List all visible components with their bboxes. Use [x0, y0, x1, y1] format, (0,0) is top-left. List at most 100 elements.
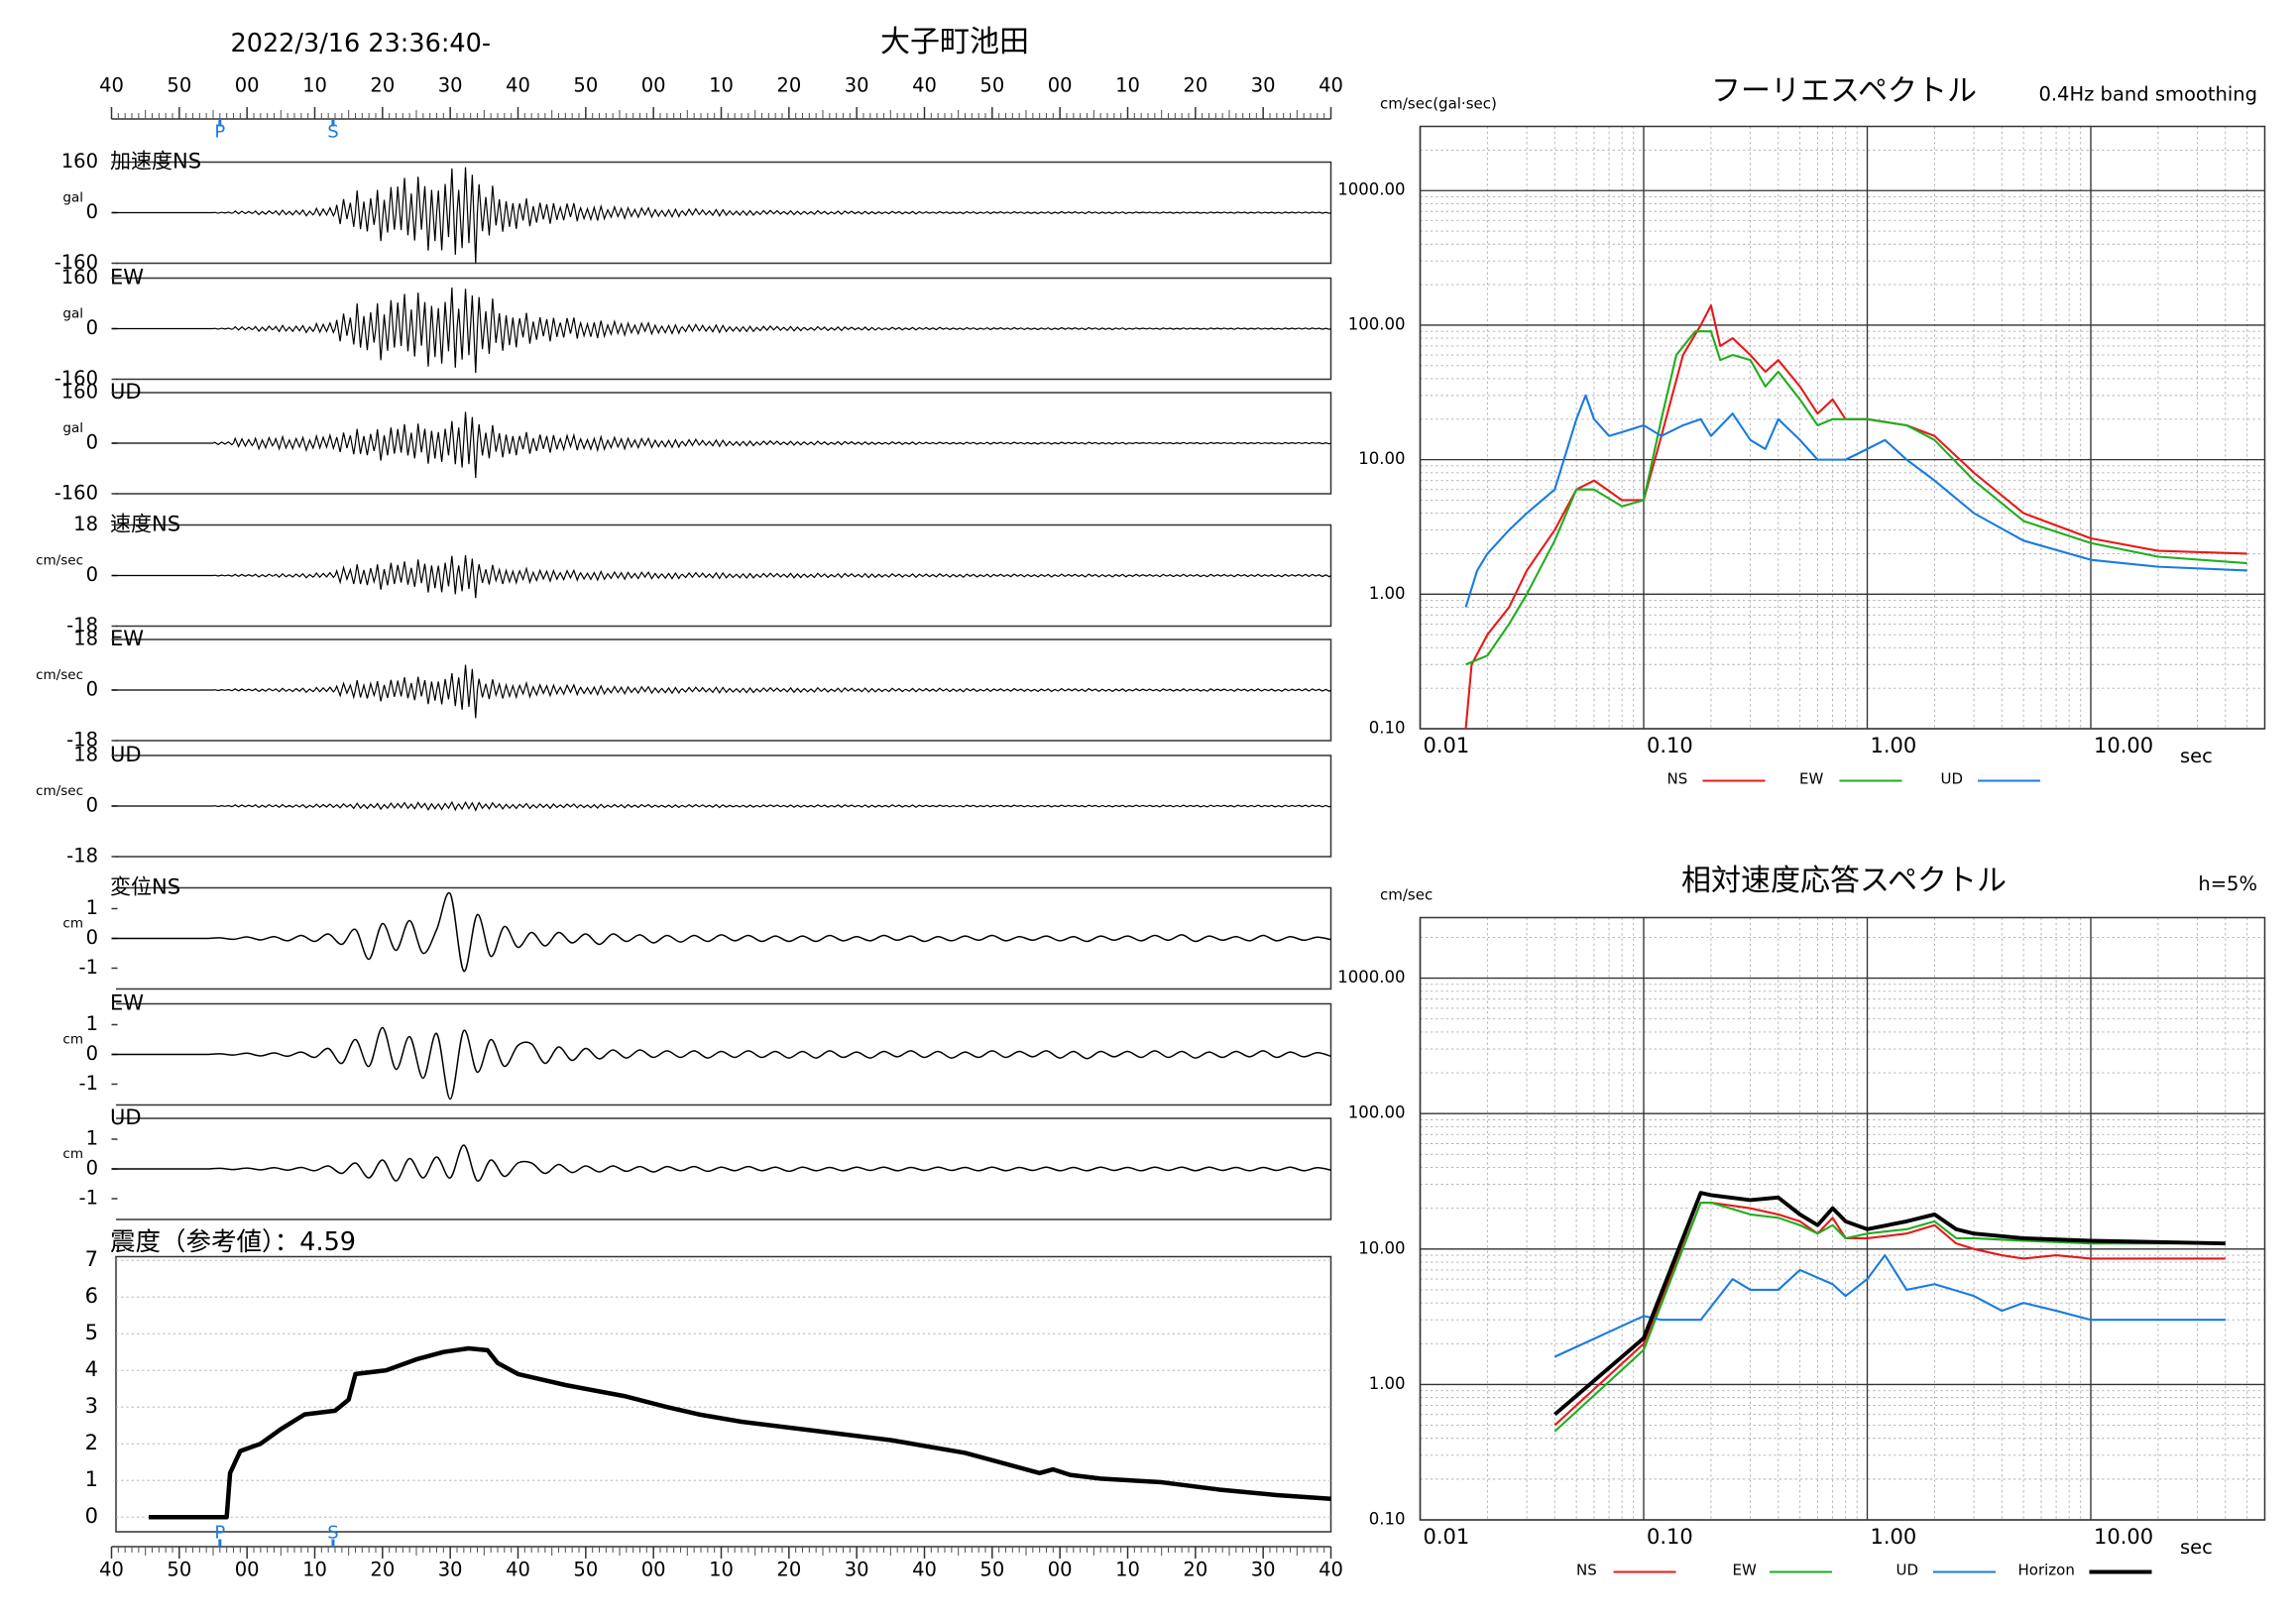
- waveform-segment: [476, 183, 499, 236]
- waveform-segment: [944, 804, 966, 808]
- x-tick-label: 10.00: [2094, 1525, 2153, 1549]
- waveform-segment: [415, 559, 438, 593]
- waveform-segment: [334, 198, 357, 227]
- waveform-segment: [1168, 441, 1190, 445]
- x-tick-label: 10: [1115, 1559, 1140, 1581]
- waveform-segment: [862, 441, 884, 446]
- waveform-segment: [984, 687, 1006, 693]
- waveform-segment: [802, 325, 824, 331]
- x-tick-label: 20: [1183, 1559, 1207, 1581]
- trace-name: 速度NS: [110, 513, 180, 536]
- waveform-segment: [1310, 573, 1331, 578]
- waveform-segment: [1147, 441, 1169, 445]
- y-tick-label: 0: [85, 1504, 98, 1528]
- waveform-segment: [1127, 573, 1149, 577]
- waveform-segment: [720, 324, 743, 333]
- waveform-segment: [944, 688, 966, 693]
- phase-label: S: [327, 1523, 338, 1544]
- waveform-segment: [293, 324, 316, 334]
- y-tick-label: 1: [85, 1467, 98, 1491]
- waveform-segment: [212, 688, 234, 692]
- waveform-segment: [1208, 327, 1230, 330]
- waveform-segment: [253, 803, 275, 809]
- waveform-segment: [354, 428, 377, 456]
- y-tick-label: 0: [86, 794, 98, 817]
- waveform-segment: [1025, 688, 1047, 693]
- waveform-segment: [843, 687, 864, 693]
- waveform-segment: [1046, 210, 1068, 215]
- y-tick-label: 5: [85, 1321, 98, 1344]
- y-tick-label: -1: [79, 1072, 98, 1095]
- waveform-segment: [375, 427, 398, 461]
- waveform-segment: [700, 323, 723, 334]
- x-tick-label: 10: [302, 1559, 327, 1581]
- waveform-segment: [1005, 441, 1027, 445]
- waveform-segment: [1127, 688, 1149, 692]
- waveform-segment: [1188, 804, 1209, 808]
- waveform-segment: [396, 801, 417, 810]
- waveform-segment: [1290, 688, 1312, 692]
- y-tick-label: 0: [86, 1042, 98, 1065]
- waveform-segment: [598, 203, 621, 221]
- waveform-segment: [1066, 804, 1088, 808]
- waveform-segment: [924, 441, 946, 445]
- y-tick-label: 0: [86, 926, 98, 949]
- waveform-segment: [1208, 441, 1230, 445]
- waveform-segment: [903, 210, 925, 215]
- waveform-segment: [354, 802, 377, 810]
- waveform-segment: [1249, 573, 1271, 578]
- waveform-segment: [843, 210, 864, 215]
- y-tick-label: -1: [79, 1187, 98, 1210]
- waveform-segment: [1310, 211, 1331, 214]
- waveform-segment: [1249, 441, 1271, 445]
- waveform-segment: [802, 804, 824, 808]
- trace-unit: gal: [62, 306, 83, 322]
- waveform-segment: [680, 323, 702, 333]
- waveform-segment: [862, 687, 884, 693]
- x-tick-label: 0.10: [1647, 734, 1693, 757]
- waveform-segment: [233, 688, 255, 692]
- waveform-segment: [761, 439, 783, 446]
- waveform-segment: [1168, 804, 1190, 808]
- waveform-segment: [456, 167, 479, 264]
- waveform-segment: [700, 803, 722, 809]
- waveform-segment: [497, 312, 519, 351]
- x-tick-label: 40: [506, 74, 530, 97]
- waveform-segment: [557, 202, 580, 222]
- x-tick-label: 50: [573, 74, 598, 97]
- x-tick-label: 50: [979, 1559, 1004, 1581]
- waveform-segment: [476, 296, 499, 355]
- waveform-segment: [212, 574, 234, 577]
- spectrum-line: [1553, 1201, 2226, 1433]
- waveform-segment: [253, 687, 275, 693]
- waveform-segment: [619, 436, 641, 451]
- waveform-segment: [700, 571, 723, 580]
- y-tick-label: 1000.00: [1337, 180, 1405, 199]
- waveform-segment: [862, 326, 884, 331]
- waveform-segment: [1188, 573, 1209, 578]
- x-tick-label: 30: [438, 1559, 463, 1581]
- waveform-segment: [1249, 211, 1271, 214]
- waveform-segment: [599, 803, 621, 809]
- waveform-segment: [1269, 211, 1291, 214]
- waveform-segment: [903, 326, 925, 331]
- waveform-segment: [476, 801, 499, 810]
- waveform-segment: [558, 803, 580, 809]
- waveform-segment: [843, 572, 864, 578]
- waveform-segment: [1228, 441, 1250, 445]
- chart-title: 相対速度応答スペクトル: [1681, 864, 2007, 898]
- spectrum-line: [1464, 394, 2247, 608]
- y-tick-label: 2: [85, 1431, 98, 1454]
- legend-label: EW: [1799, 770, 1823, 788]
- waveform-segment: [517, 431, 539, 454]
- waveform-segment: [334, 681, 357, 700]
- waveform-segment: [274, 687, 295, 693]
- waveform-segment: [537, 316, 560, 342]
- x-axis-label: sec: [2180, 1536, 2213, 1559]
- trace-frame: [116, 886, 1332, 990]
- waveform-segment: [965, 326, 986, 331]
- waveform-segment: [1249, 688, 1271, 692]
- waveform-segment: [476, 678, 499, 700]
- y-tick-label: 10.00: [1358, 1238, 1405, 1257]
- waveform-segment: [375, 299, 398, 361]
